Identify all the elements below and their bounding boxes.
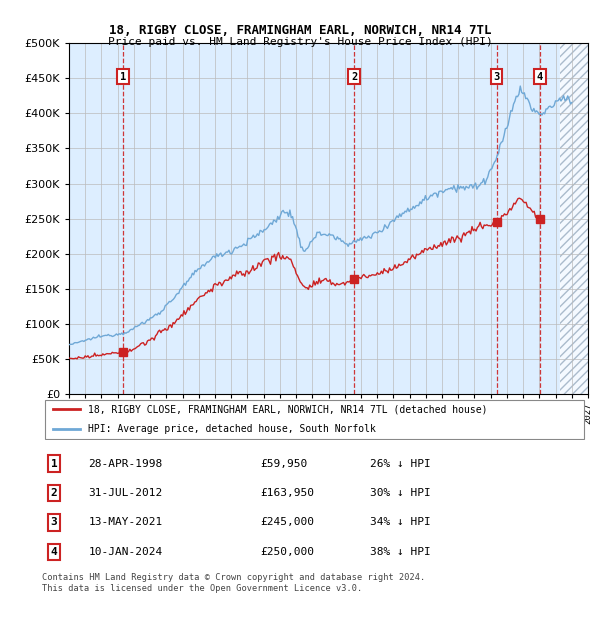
Text: 2: 2 <box>50 488 58 498</box>
Text: 2: 2 <box>351 72 357 82</box>
Text: Contains HM Land Registry data © Crown copyright and database right 2024.
This d: Contains HM Land Registry data © Crown c… <box>42 574 425 593</box>
Text: 34% ↓ HPI: 34% ↓ HPI <box>370 518 430 528</box>
Text: £245,000: £245,000 <box>260 518 314 528</box>
Text: 1: 1 <box>120 72 126 82</box>
Text: 18, RIGBY CLOSE, FRAMINGHAM EARL, NORWICH, NR14 7TL: 18, RIGBY CLOSE, FRAMINGHAM EARL, NORWIC… <box>109 24 491 37</box>
Text: 3: 3 <box>50 518 58 528</box>
Text: £59,950: £59,950 <box>260 459 308 469</box>
Text: 10-JAN-2024: 10-JAN-2024 <box>88 547 163 557</box>
Bar <box>560 43 588 394</box>
Text: 1: 1 <box>50 459 58 469</box>
Text: £250,000: £250,000 <box>260 547 314 557</box>
Text: 4: 4 <box>50 547 58 557</box>
Text: 13-MAY-2021: 13-MAY-2021 <box>88 518 163 528</box>
Text: £163,950: £163,950 <box>260 488 314 498</box>
Text: 30% ↓ HPI: 30% ↓ HPI <box>370 488 430 498</box>
Bar <box>560 43 588 394</box>
FancyBboxPatch shape <box>45 400 584 438</box>
Text: 18, RIGBY CLOSE, FRAMINGHAM EARL, NORWICH, NR14 7TL (detached house): 18, RIGBY CLOSE, FRAMINGHAM EARL, NORWIC… <box>88 404 488 414</box>
Text: HPI: Average price, detached house, South Norfolk: HPI: Average price, detached house, Sout… <box>88 424 376 434</box>
Text: Price paid vs. HM Land Registry's House Price Index (HPI): Price paid vs. HM Land Registry's House … <box>107 37 493 47</box>
Text: 38% ↓ HPI: 38% ↓ HPI <box>370 547 430 557</box>
Text: 31-JUL-2012: 31-JUL-2012 <box>88 488 163 498</box>
Text: 26% ↓ HPI: 26% ↓ HPI <box>370 459 430 469</box>
Text: 4: 4 <box>537 72 543 82</box>
Text: 28-APR-1998: 28-APR-1998 <box>88 459 163 469</box>
Text: 3: 3 <box>494 72 500 82</box>
